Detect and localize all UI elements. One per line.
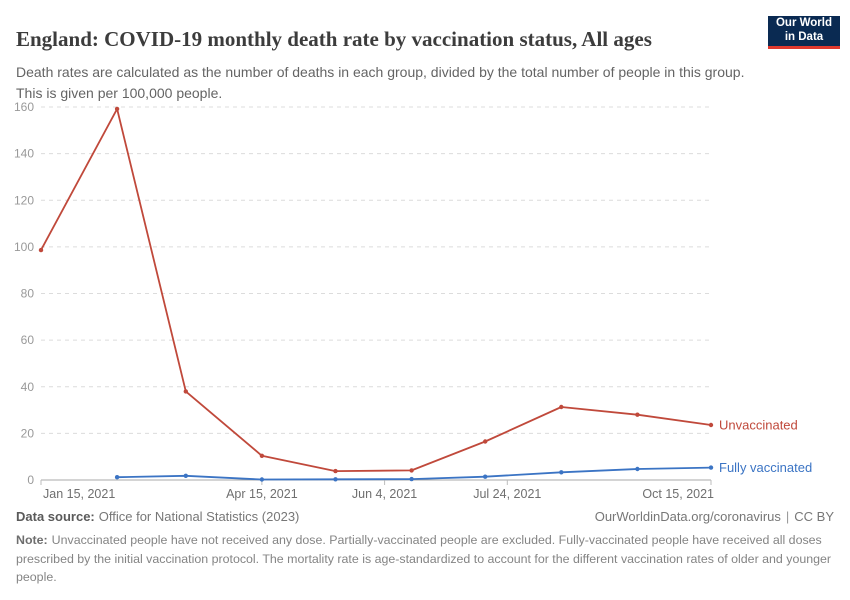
attribution-separator: | [785,509,790,524]
attribution: OurWorldinData.org/coronavirus | CC BY [595,509,834,524]
y-axis-tick-label: 80 [21,287,35,301]
data-point-unvaccinated[interactable] [409,468,414,473]
x-axis-tick-label: Jun 4, 2021 [352,487,417,501]
data-point-unvaccinated[interactable] [114,106,120,112]
note-label: Note: [16,533,48,547]
note-text: Unvaccinated people have not received an… [16,533,832,585]
y-axis-tick-label: 60 [21,333,35,347]
y-axis-tick-label: 40 [21,380,35,394]
data-source: Data source: Office for National Statisti… [16,509,299,524]
data-point-fully-vaccinated[interactable] [114,475,120,480]
data-point-unvaccinated[interactable] [559,404,564,410]
series-end-label-unvaccinated: Unvaccinated [719,417,798,432]
owid-logo-line1: Our World [775,17,832,30]
chart-subtitle: Death rates are calculated as the number… [16,64,745,101]
y-axis-tick-label: 140 [14,147,34,161]
owid-logo-line2: in Data [784,31,824,43]
data-point-fully-vaccinated[interactable] [259,477,265,482]
data-point-unvaccinated[interactable] [183,389,188,394]
data-point-fully-vaccinated[interactable] [483,474,488,479]
x-axis-tick-label: Oct 15, 2021 [642,487,714,501]
series-end-label-fully-vaccinated: Fully vaccinated [719,460,812,475]
data-point-unvaccinated[interactable] [259,453,265,458]
chart-note: Note: Unvaccinated people have not receiv… [16,531,834,587]
data-source-label: Data source: [16,509,95,524]
y-axis-tick-label: 20 [21,426,35,440]
y-axis-tick-label: 120 [14,193,34,207]
y-axis-tick-label: 160 [14,100,34,114]
data-point-fully-vaccinated[interactable] [183,473,188,478]
x-axis-tick-label: Jan 15, 2021 [43,487,115,501]
data-point-fully-vaccinated[interactable] [409,476,414,482]
x-axis-tick-label: Apr 15, 2021 [226,487,298,501]
data-point-fully-vaccinated[interactable] [708,465,714,470]
chart-title: England: COVID-19 monthly death rate by … [16,27,652,52]
chart-footer: Data source: Office for National Statisti… [16,509,834,587]
data-point-unvaccinated[interactable] [38,247,44,253]
data-point-unvaccinated[interactable] [635,412,640,417]
owid-logo: Our World in Data [768,16,840,49]
data-source-value: Office for National Statistics (2023) [98,509,300,524]
y-axis-tick-label: 0 [27,473,34,487]
owid-link[interactable]: OurWorldinData.org/coronavirus [594,509,781,524]
data-point-unvaccinated[interactable] [708,422,714,428]
data-point-fully-vaccinated[interactable] [635,466,640,472]
data-point-fully-vaccinated[interactable] [333,477,338,482]
y-axis-tick-label: 100 [14,240,34,254]
line-chart-canvas[interactable]: 0 20 40 60 80 100 120 140 160 Jan 15, 2021 Apr 15,… [0,0,850,505]
data-point-unvaccinated[interactable] [333,468,338,474]
license-link[interactable]: CC BY [794,509,834,524]
series-line-unvaccinated[interactable] [40,108,712,473]
x-axis-tick-label: Jul 24, 2021 [473,487,541,501]
data-point-fully-vaccinated[interactable] [559,470,564,475]
data-point-unvaccinated[interactable] [483,439,488,444]
